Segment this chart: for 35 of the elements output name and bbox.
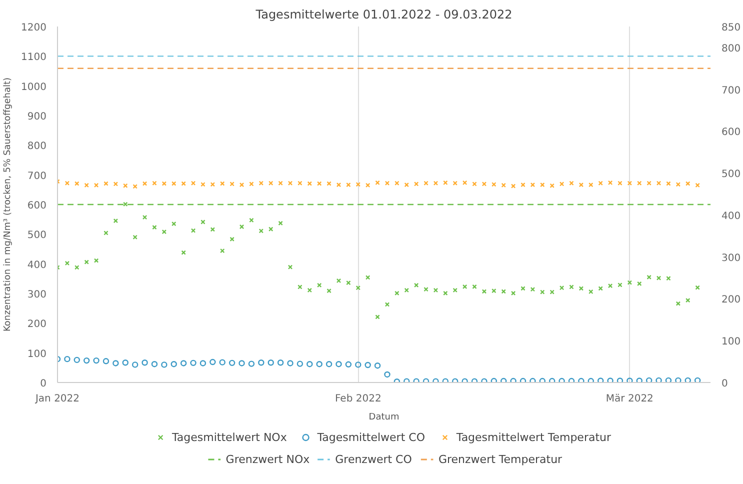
y2-tick-label: 800 bbox=[722, 43, 741, 54]
legend-label: Grenzwert NOx bbox=[226, 453, 310, 466]
y-tick-label: 700 bbox=[27, 170, 47, 182]
y2-tick-label: 500 bbox=[722, 169, 741, 180]
x-tick-label: Jan 2022 bbox=[34, 394, 80, 404]
legend-label: Tagesmittelwert Temperatur bbox=[455, 431, 612, 444]
y2-tick-label: 700 bbox=[722, 85, 741, 96]
y2-tick-label: 850 bbox=[722, 22, 741, 34]
x-axis-title: Datum bbox=[368, 412, 400, 422]
y-tick-label: 1200 bbox=[21, 22, 47, 34]
y2-tick-label: 0 bbox=[722, 378, 728, 390]
y-tick-label: 300 bbox=[27, 290, 47, 300]
y-tick-label: 600 bbox=[27, 200, 47, 212]
y-tick-label: 900 bbox=[27, 112, 47, 122]
y-tick-label: 1000 bbox=[21, 82, 47, 93]
y-tick-label: 100 bbox=[27, 348, 47, 360]
y-tick-label: 400 bbox=[27, 260, 47, 271]
y2-tick-label: 100 bbox=[722, 336, 741, 348]
x-tick-label: Feb 2022 bbox=[334, 394, 382, 404]
y-axis-title: Konzentration in mg/Nm³ (trocken, 5% Sauerstoffgehalt) bbox=[3, 77, 14, 332]
legend-label: Grenzwert Temperatur bbox=[438, 453, 563, 466]
y-tick-label: 1100 bbox=[21, 52, 47, 64]
y2-tick-label: 300 bbox=[722, 252, 741, 264]
y-tick-label: 200 bbox=[27, 319, 47, 330]
y-tick-label: 500 bbox=[27, 230, 47, 242]
legend-label: Tagesmittelwert CO bbox=[316, 431, 426, 444]
legend-label: Tagesmittelwert NOx bbox=[171, 431, 288, 444]
y-tick-label: 0 bbox=[40, 378, 47, 390]
y-tick-label: 800 bbox=[27, 141, 47, 152]
y2-tick-label: 400 bbox=[722, 210, 741, 222]
y2-tick-label: 600 bbox=[722, 127, 741, 138]
y2-tick-label: 200 bbox=[722, 294, 741, 306]
chart-title: Tagesmittelwerte 01.01.2022 - 09.03.2022 bbox=[254, 8, 512, 22]
x-tick-label: Mär 2022 bbox=[606, 394, 654, 404]
legend-label: Grenzwert CO bbox=[335, 453, 412, 466]
